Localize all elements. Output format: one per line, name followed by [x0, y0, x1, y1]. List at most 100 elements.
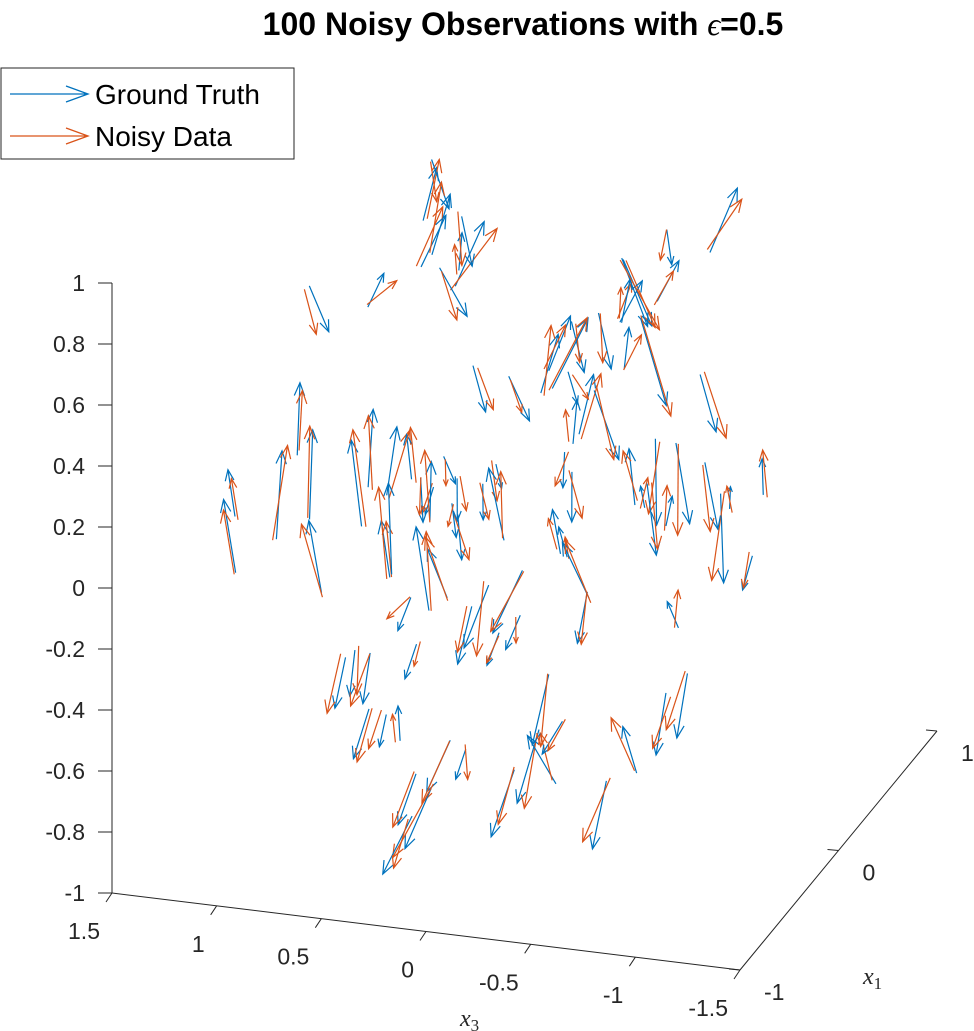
ground-truth-arrow — [347, 438, 363, 527]
ground-truth-arrow — [431, 192, 452, 255]
ground-truth-arrow-shaft — [404, 644, 418, 680]
ground-truth-arrow-head — [455, 302, 468, 318]
x3-tick-label: -1 — [603, 982, 623, 1008]
ground-truth-arrow-shaft — [334, 657, 347, 709]
noisy-data-arrow-head — [716, 424, 728, 440]
ground-truth-arrow-head — [541, 744, 551, 756]
ground-truth-arrow-head — [666, 600, 673, 609]
ground-truth-arrow — [396, 773, 417, 827]
noisy-data-arrow-head — [295, 389, 308, 405]
ground-truth-arrow-head — [449, 476, 457, 486]
ground-truth-arrow-shaft — [709, 187, 738, 253]
noisy-data-arrow-head — [610, 716, 622, 732]
noisy-data-arrow-head — [661, 483, 672, 497]
noisy-data-arrow — [367, 709, 382, 751]
ground-truth-arrow-head — [224, 468, 235, 482]
z-tick-label: 0.8 — [53, 331, 85, 357]
x3-tick-label: 0.5 — [277, 944, 309, 970]
noisy-data-arrow-head — [385, 611, 395, 620]
ground-truth-arrow-head — [404, 834, 416, 851]
ground-truth-arrow-shaft — [349, 650, 356, 697]
noisy-data-arrow — [406, 425, 418, 483]
ground-truth-arrow-head — [624, 447, 637, 463]
noisy-data-arrow-shaft — [547, 518, 558, 550]
ground-truth-arrow-head — [351, 745, 363, 761]
noisy-data-arrow-head — [556, 323, 567, 338]
ground-truth-arrow-shaft — [404, 788, 432, 849]
ground-truth-arrow-head — [383, 481, 395, 497]
noisy-data-arrow — [639, 476, 650, 509]
ground-truth-arrow-shaft — [382, 815, 413, 875]
noisy-data-arrow — [568, 470, 585, 520]
ground-truth-arrow-head — [455, 650, 467, 666]
ground-truth-arrow-head — [454, 771, 462, 781]
noisy-data-arrow-head — [482, 509, 491, 521]
noisy-data-arrow — [520, 733, 538, 810]
ground-truth-arrow-shaft — [719, 493, 725, 583]
noisy-data-arrow-shaft — [444, 459, 447, 486]
noisy-data-arrow — [366, 279, 399, 306]
noisy-data-arrow — [303, 424, 316, 518]
noisy-data-arrow-head — [633, 333, 643, 345]
noisy-data-arrow — [623, 333, 643, 371]
ground-truth-arrow — [549, 508, 562, 554]
noisy-data-arrow — [412, 641, 421, 668]
ground-truth-arrow — [472, 365, 488, 414]
noisy-data-arrow — [496, 766, 515, 826]
noisy-data-arrow-shaft — [415, 206, 444, 267]
ground-truth-arrow — [383, 481, 395, 575]
noisy-data-arrow — [564, 538, 592, 603]
noisy-data-arrow-shaft — [580, 373, 602, 440]
noisy-data-arrow-shaft — [386, 596, 411, 620]
noisy-data-arrow-head — [219, 508, 232, 524]
noisy-data-arrow-shaft — [392, 783, 434, 858]
ground-truth-arrow-shaft — [551, 317, 589, 389]
ground-truth-arrow-shaft — [623, 327, 630, 369]
ground-truth-arrow-head — [319, 319, 330, 334]
noisy-data-arrow-head — [520, 794, 533, 810]
ground-truth-arrow-shaft — [551, 509, 562, 554]
noisy-data-arrow — [363, 414, 375, 490]
noisy-data-arrow-head — [463, 770, 471, 782]
noisy-data-arrow-shaft — [426, 159, 440, 219]
noisy-data-arrow-head — [454, 640, 465, 654]
noisy-data-arrow — [707, 491, 726, 583]
noisy-data-arrow-shaft — [640, 315, 672, 417]
ground-truth-arrow — [646, 483, 661, 557]
noisy-data-arrow — [419, 448, 432, 523]
noisy-data-arrow — [706, 197, 743, 250]
legend-swatch-noisy-data — [10, 127, 90, 145]
x1-axis-label: x1 — [862, 964, 882, 993]
noisy-data-arrow-head — [303, 424, 316, 440]
noisy-data-arrow — [472, 581, 485, 658]
noisy-data-arrow-shaft — [665, 670, 686, 730]
noisy-data-arrow-shaft — [479, 482, 490, 520]
noisy-data-arrow-head — [352, 682, 363, 697]
z-tick-label: 0 — [72, 575, 85, 601]
legend: Ground Truth Noisy Data — [0, 67, 295, 160]
ground-truth-arrow-head — [452, 510, 462, 523]
noisy-data-arrow-shaft — [571, 374, 589, 400]
ground-truth-arrow-head — [717, 569, 729, 585]
noisy-data-arrow — [658, 229, 668, 262]
ground-truth-arrow-head — [435, 213, 447, 230]
ground-truth-arrow-head — [377, 738, 385, 749]
noisy-data-arrow-head — [576, 316, 588, 332]
ground-truth-arrow-shaft — [622, 259, 653, 327]
legend-entry-ground-truth: Ground Truth — [10, 79, 260, 110]
ground-truth-arrow-head — [305, 519, 317, 535]
noisy-data-arrow-head — [740, 578, 749, 590]
ground-truth-arrow — [578, 372, 597, 435]
x3-tick-mark — [419, 931, 427, 941]
noisy-data-arrow-shaft — [350, 653, 371, 707]
noisy-data-arrow — [661, 483, 672, 531]
ground-truth-arrow-shaft — [222, 499, 237, 573]
chart-title-suffix: =0.5 — [720, 6, 784, 42]
noisy-data-arrow-head — [354, 748, 366, 764]
ground-truth-arrow-shaft — [540, 334, 559, 394]
ground-truth-arrow — [571, 398, 581, 444]
noisy-data-arrow — [672, 443, 684, 537]
ground-truth-arrow-head — [681, 509, 694, 526]
noisy-data-arrow — [349, 653, 371, 708]
ground-truth-arrow-shaft — [397, 597, 412, 631]
